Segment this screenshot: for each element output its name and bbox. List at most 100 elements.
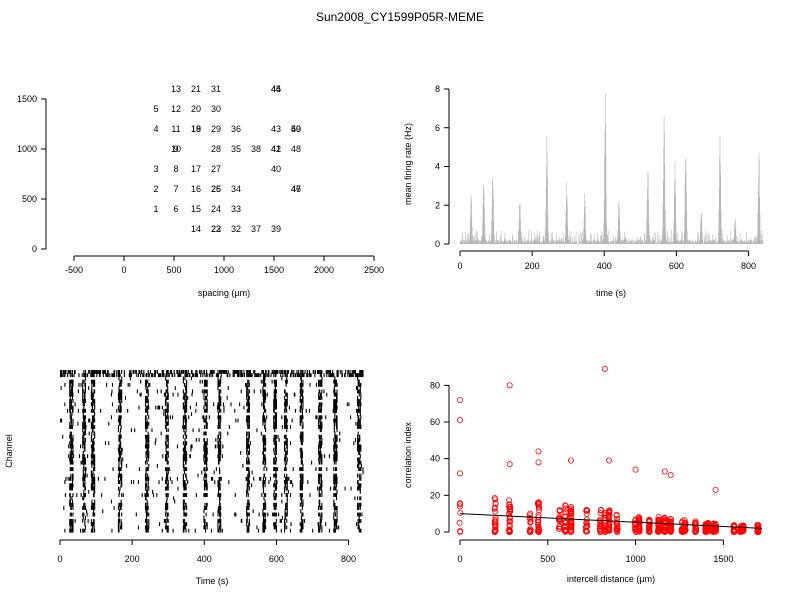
spike-mark bbox=[121, 392, 123, 397]
rate-bar bbox=[529, 243, 531, 244]
rate-bar bbox=[528, 239, 529, 244]
spike-mark bbox=[120, 425, 122, 429]
spike-mark bbox=[319, 525, 321, 530]
rate-bar bbox=[731, 239, 733, 244]
rate-bar bbox=[759, 197, 760, 244]
spike-mark bbox=[275, 395, 277, 400]
spike-mark bbox=[186, 389, 188, 394]
spike-mark bbox=[281, 370, 283, 374]
rate-bar bbox=[615, 236, 616, 244]
spike-mark bbox=[172, 528, 174, 533]
spike-mark bbox=[355, 421, 357, 426]
spike-mark bbox=[184, 425, 186, 429]
spike-mark bbox=[219, 370, 221, 374]
rate-bar bbox=[667, 236, 669, 244]
spike-mark bbox=[246, 451, 248, 455]
spike-mark bbox=[94, 382, 96, 387]
correlation-point bbox=[740, 526, 747, 533]
spike-mark bbox=[165, 399, 167, 403]
spike-mark bbox=[91, 457, 93, 462]
spike-mark bbox=[286, 493, 288, 497]
spike-mark bbox=[163, 408, 165, 413]
spike-mark bbox=[319, 373, 321, 378]
spike-mark bbox=[273, 447, 275, 452]
spike-mark bbox=[206, 447, 208, 452]
spike-mark bbox=[294, 408, 296, 413]
spike-mark bbox=[92, 428, 94, 433]
spike-mark bbox=[248, 402, 250, 407]
spike-mark bbox=[206, 441, 208, 446]
spike-mark bbox=[84, 522, 86, 527]
spike-mark bbox=[184, 447, 187, 452]
correlation-point bbox=[583, 520, 590, 527]
rate-bar bbox=[533, 240, 535, 244]
spike-mark bbox=[220, 441, 222, 446]
spike-mark bbox=[355, 408, 358, 413]
spike-mark bbox=[301, 460, 303, 465]
spike-mark bbox=[186, 395, 188, 400]
rate-bar bbox=[641, 241, 642, 244]
spike-mark bbox=[94, 370, 96, 374]
spike-mark bbox=[325, 522, 327, 527]
spike-mark bbox=[265, 392, 267, 397]
rate-bar bbox=[671, 243, 673, 244]
spike-mark bbox=[358, 486, 360, 491]
spike-mark bbox=[285, 370, 287, 374]
spike-mark bbox=[301, 441, 303, 446]
rate-bar bbox=[737, 242, 738, 244]
spike-mark bbox=[220, 525, 222, 530]
rate-bar bbox=[734, 228, 735, 244]
rate-bar bbox=[546, 136, 548, 244]
rate-bar bbox=[538, 231, 540, 244]
rate-bar bbox=[733, 236, 735, 244]
layout-x-tick-label: 0 bbox=[121, 265, 126, 275]
correlation-point bbox=[606, 527, 613, 534]
rate-bar bbox=[515, 240, 517, 244]
spike-mark bbox=[156, 463, 158, 468]
rate-bar bbox=[547, 215, 549, 244]
spike-mark bbox=[93, 509, 95, 514]
rate-bar bbox=[483, 193, 485, 244]
spike-mark bbox=[315, 415, 317, 420]
rate-bar bbox=[729, 242, 731, 244]
spike-mark bbox=[204, 454, 206, 459]
electrode-label: 37 bbox=[251, 224, 261, 234]
rate-bar bbox=[611, 240, 613, 244]
rate-bar bbox=[663, 115, 665, 244]
spike-mark bbox=[206, 395, 208, 400]
correlation-y-tick-label: 40 bbox=[430, 454, 440, 464]
spike-mark bbox=[286, 525, 288, 530]
spike-mark bbox=[232, 373, 234, 378]
rate-bar bbox=[753, 239, 755, 244]
spike-mark bbox=[302, 522, 304, 527]
rate-bar bbox=[471, 199, 472, 244]
rate-bar bbox=[596, 242, 597, 244]
spike-mark bbox=[84, 425, 86, 429]
spike-mark bbox=[71, 457, 74, 462]
spike-mark bbox=[151, 428, 153, 433]
spike-mark bbox=[206, 483, 208, 488]
spike-mark bbox=[217, 434, 220, 439]
figure-title: Sun2008_CY1599P05R-MEME bbox=[315, 10, 485, 24]
spike-mark bbox=[84, 395, 86, 400]
rate-bar bbox=[624, 239, 626, 244]
spike-mark bbox=[84, 476, 86, 481]
spike-mark bbox=[360, 460, 362, 465]
spike-mark bbox=[170, 370, 173, 374]
spike-mark bbox=[144, 525, 147, 530]
spike-mark bbox=[177, 373, 180, 378]
spike-mark bbox=[90, 379, 92, 384]
correlation-point bbox=[730, 522, 737, 529]
spike-mark bbox=[218, 509, 220, 514]
rate-bar bbox=[716, 241, 718, 244]
spike-mark bbox=[72, 502, 74, 507]
rate-bar bbox=[678, 241, 680, 244]
spike-mark bbox=[126, 463, 128, 468]
electrode-label: 15 bbox=[191, 204, 201, 214]
spike-mark bbox=[145, 480, 147, 484]
spike-mark bbox=[219, 483, 221, 488]
spike-mark bbox=[265, 395, 267, 400]
spike-mark bbox=[293, 370, 295, 374]
rate-bar bbox=[647, 173, 649, 244]
rate-bar bbox=[614, 239, 616, 244]
